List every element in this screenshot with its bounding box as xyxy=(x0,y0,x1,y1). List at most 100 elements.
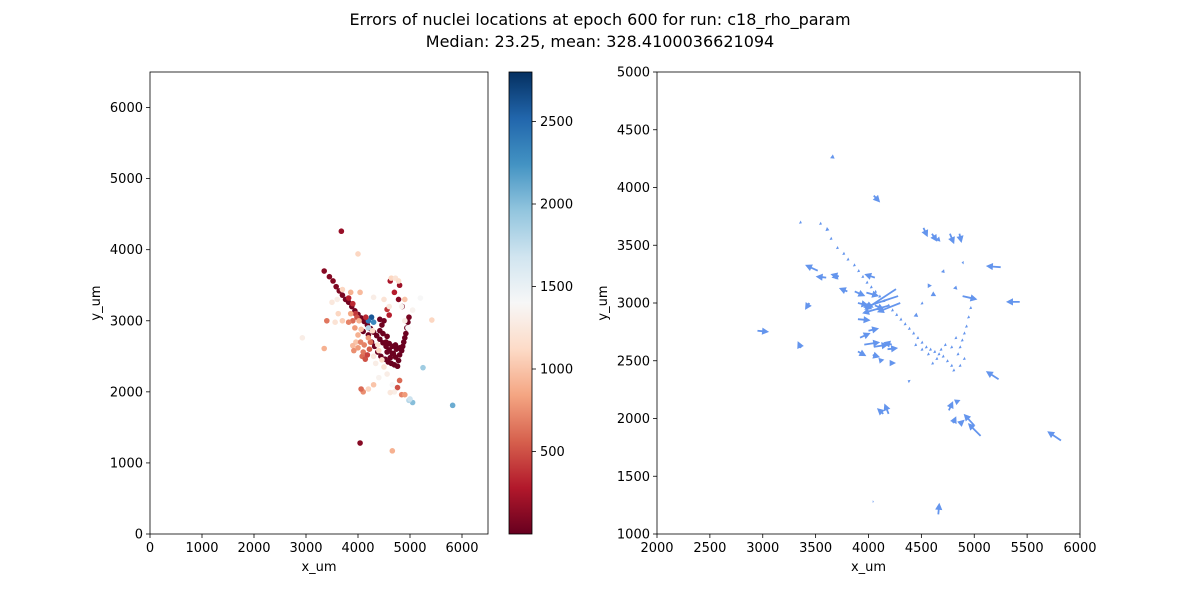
scatter-point xyxy=(339,292,346,298)
scatter-point xyxy=(351,347,357,354)
chart-title-line-2: Median: 23.25, mean: 328.4100036621094 xyxy=(425,32,775,51)
scatter-point xyxy=(333,283,339,290)
quiver-arrow xyxy=(945,359,949,363)
scatter-point xyxy=(365,325,372,331)
scatter-point xyxy=(381,364,387,370)
scatter-point xyxy=(395,357,402,364)
scatter-point xyxy=(384,333,390,340)
quiver-arrow xyxy=(835,245,839,250)
quiver-arrow xyxy=(895,312,899,317)
scatter-point xyxy=(395,296,402,303)
colorbar-tick-label: 1500 xyxy=(540,280,573,295)
quiver-arrow xyxy=(797,341,804,349)
quiver-arrow xyxy=(930,291,937,297)
right-xtick-label: 5500 xyxy=(1011,541,1044,556)
quiver-arrow xyxy=(818,221,822,225)
quiver-arrow xyxy=(967,423,982,437)
scatter-point xyxy=(377,316,383,323)
scatter-point xyxy=(365,335,372,341)
scatter-point xyxy=(402,335,408,341)
quiver-arrow xyxy=(950,416,957,425)
quiver-arrow xyxy=(920,347,924,351)
quiver-arrow xyxy=(890,308,894,312)
quiver-arrow xyxy=(924,345,928,349)
quiver-arrow xyxy=(876,302,901,313)
right-xtick-label: 3500 xyxy=(799,541,832,556)
scatter-point xyxy=(405,325,411,331)
quiver-arrow xyxy=(957,419,965,427)
quiver-arrow xyxy=(961,260,964,265)
quiver-arrow xyxy=(962,294,978,302)
scatter-point xyxy=(376,347,382,354)
quiver-arrow xyxy=(872,500,874,504)
quiver-arrow xyxy=(861,274,865,279)
quiver-arrow xyxy=(964,324,968,328)
quiver-arrow xyxy=(887,345,899,353)
quiver-arrow xyxy=(935,356,939,361)
scatter-point xyxy=(374,342,381,348)
scatter-point xyxy=(355,251,361,257)
scatter-point xyxy=(335,310,342,317)
scatter-point xyxy=(367,339,374,345)
right-xtick-label: 4000 xyxy=(852,541,885,556)
quiver-arrow xyxy=(866,290,880,298)
right-ytick-label: 2500 xyxy=(617,354,650,369)
scatter-point xyxy=(330,278,336,284)
scatter-point xyxy=(352,325,358,331)
scatter-point xyxy=(347,289,354,296)
left-ytick-label: 6000 xyxy=(110,101,143,116)
scatter-point xyxy=(417,295,424,301)
quiver-arrow xyxy=(956,352,960,356)
scatter-point xyxy=(339,286,346,293)
quiver-arrow xyxy=(889,359,896,367)
right-xtick-label: 2000 xyxy=(640,541,673,556)
quiver-arrow xyxy=(960,338,964,342)
quiver-arrow xyxy=(943,342,947,347)
scatter-point xyxy=(370,353,377,360)
quiver-arrow xyxy=(969,306,973,310)
scatter-point xyxy=(356,317,362,324)
scatter-point xyxy=(396,282,403,289)
left-ylabel: y_um xyxy=(89,285,104,320)
scatter-point xyxy=(384,349,390,355)
quiver-arrow xyxy=(1005,298,1020,306)
quiver-arrow xyxy=(913,312,919,317)
quiver-arrow xyxy=(857,269,861,273)
scatter-point xyxy=(338,228,345,235)
quiver-arrow xyxy=(985,371,1000,380)
quiver-arrow xyxy=(937,352,941,356)
scatter-point xyxy=(386,303,393,310)
quiver-arrow xyxy=(916,336,920,340)
right-xlabel: x_um xyxy=(851,560,886,575)
colorbar-tick-label: 2500 xyxy=(540,115,573,130)
quiver-arrow xyxy=(953,285,958,290)
quiver-arrow xyxy=(857,316,871,324)
scatter-point xyxy=(364,352,371,358)
scatter-point xyxy=(409,307,416,313)
colorbar-frame xyxy=(508,71,533,535)
quiver-arrow xyxy=(954,399,961,406)
quiver-arrow xyxy=(962,356,966,361)
scatter-point xyxy=(396,352,403,358)
quiver-arrow xyxy=(842,251,846,255)
right-ytick-label: 4000 xyxy=(617,181,650,196)
scatter-point xyxy=(350,300,356,307)
scatter-point xyxy=(390,350,397,357)
quiver-arrow xyxy=(876,408,885,416)
scatter-point xyxy=(345,319,352,325)
scatter-point xyxy=(406,314,412,321)
quiver-arrow xyxy=(967,315,971,319)
scatter-point xyxy=(402,296,408,303)
scatter-point xyxy=(339,317,346,324)
quiver-arrow xyxy=(907,379,911,384)
scatter-point xyxy=(355,332,361,338)
colorbar-tick-label: 500 xyxy=(540,445,565,460)
scatter-point xyxy=(366,346,373,353)
scatter-point xyxy=(380,330,386,337)
left-ytick-label: 5000 xyxy=(110,172,143,187)
quiver-arrow xyxy=(962,331,966,335)
quiver-arrow xyxy=(921,227,929,238)
scatter-point xyxy=(402,317,408,324)
quiver-arrow xyxy=(874,303,885,311)
